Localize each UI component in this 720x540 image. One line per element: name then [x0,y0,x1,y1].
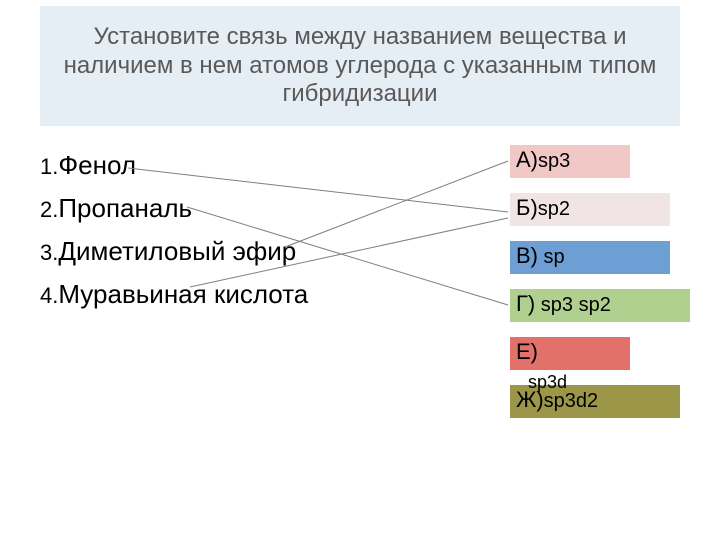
list-item: 3.Диметиловый эфир [40,236,420,267]
title-text: Установите связь между названием веществ… [60,23,660,109]
item-text: Муравьиная кислота [58,279,308,309]
option-a: А)sp3 [510,145,630,178]
option-v: В) sp [510,241,670,274]
opt-val: sp3 sp2 [535,294,611,316]
item-num: 4. [40,283,58,308]
list-item: 1.Фенол [40,150,420,181]
list-item: 2.Пропаналь [40,193,420,224]
item-text: Диметиловый эфир [58,236,296,266]
opt-letter: В) [516,243,538,268]
opt-letter: А) [516,147,538,172]
opt-val: sp3 [538,150,570,172]
opt-val: sp3d2 [544,390,599,412]
opt-val: sp2 [538,198,570,220]
opt-letter: Е) [516,339,538,364]
item-num: 1. [40,154,58,179]
item-num: 3. [40,240,58,265]
opt-val: sp [538,246,565,268]
item-text: Фенол [58,150,136,180]
opt-letter: Г) [516,291,535,316]
option-b: Б)sp2 [510,193,670,226]
left-list: 1.Фенол 2.Пропаналь 3.Диметиловый эфир 4… [40,150,420,322]
item-num: 2. [40,197,58,222]
option-g: Г) sp3 sp2 [510,289,690,322]
item-text: Пропаналь [58,193,192,223]
list-item: 4.Муравьиная кислота [40,279,420,310]
opt-letter: Б) [516,195,538,220]
title-box: Установите связь между названием веществ… [40,6,680,126]
option-e-sub: sp3d [528,372,567,393]
option-e: Е) [510,337,630,370]
